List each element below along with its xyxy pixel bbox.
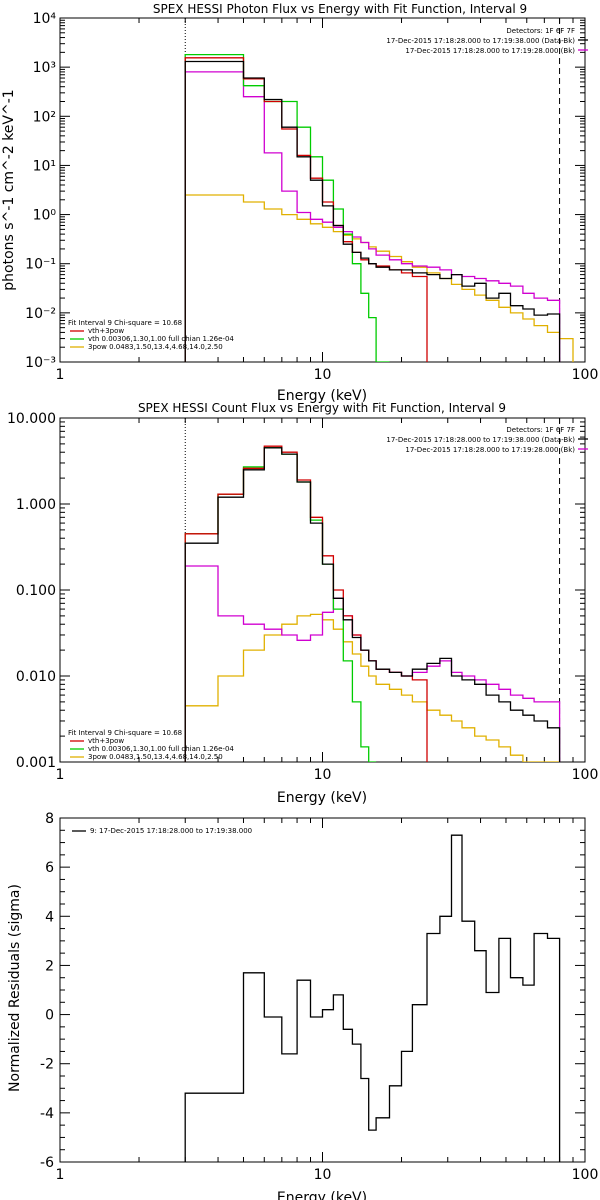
y-tick-label: 6 bbox=[45, 860, 54, 876]
legend-entry: 3pow 0.0483,1.50,13.4,4.68,14.0,2.50 bbox=[88, 753, 223, 761]
panel-photon-flux: SPEX HESSI Photon Flux vs Energy with Fi… bbox=[1, 2, 598, 404]
x-axis-label: Energy (keV) bbox=[277, 790, 367, 806]
series-bk-line bbox=[184, 71, 561, 362]
y-tick-label: -4 bbox=[40, 1106, 54, 1122]
x-axis-label: Energy (keV) bbox=[277, 1190, 367, 1200]
x-tick-label: 1 bbox=[56, 767, 65, 783]
y-tick-label: 10.000 bbox=[7, 411, 56, 427]
y-tick-label: 10² bbox=[33, 109, 56, 125]
series-layer bbox=[184, 18, 574, 362]
x-tick-label: 10 bbox=[314, 767, 332, 783]
legend-top-right: Detectors: 1F 6F 7F 17-Dec-2015 17:18:28… bbox=[386, 27, 588, 55]
legend-entry: vth+3pow bbox=[88, 327, 124, 335]
series-total-line bbox=[184, 447, 561, 762]
series-vth-line bbox=[184, 447, 377, 762]
legend-entry: Detectors: 1F 6F 7F bbox=[506, 426, 575, 434]
legend-entry: vth+3pow bbox=[88, 737, 124, 745]
plot-frame bbox=[59, 417, 586, 763]
y-tick-label: 10⁻² bbox=[25, 306, 56, 322]
chart-title: SPEX HESSI Count Flux vs Energy with Fit… bbox=[138, 401, 506, 415]
y-tick-label: 10⁰ bbox=[33, 208, 57, 224]
legend-entry: Detectors: 1F 6F 7F bbox=[506, 27, 575, 35]
panel-residuals: Energy (keV) Normalized Residuals (sigma… bbox=[7, 811, 598, 1200]
y-tick-label: 0.010 bbox=[16, 669, 56, 685]
series-vth-3pow-line bbox=[184, 445, 428, 762]
y-tick-label: 10⁴ bbox=[33, 11, 57, 27]
legend-entry: 17-Dec-2015 17:18:28.000 to 17:19:38.000… bbox=[386, 37, 575, 45]
y-tick-label: 10¹ bbox=[33, 158, 56, 174]
chart-title: SPEX HESSI Photon Flux vs Energy with Fi… bbox=[153, 2, 527, 16]
y-tick-label: 10³ bbox=[33, 60, 56, 76]
x-tick-label: 1 bbox=[56, 367, 65, 383]
y-tick-label: 10⁻¹ bbox=[25, 257, 56, 273]
series-pow-line bbox=[184, 613, 560, 762]
legend-entry: 9: 17-Dec-2015 17:18:28.000 to 17:19:38.… bbox=[90, 827, 252, 835]
series-pow-line bbox=[184, 194, 574, 362]
y-tick-label: 4 bbox=[45, 909, 54, 925]
y-tick-label: 0.100 bbox=[16, 583, 56, 599]
legend-bottom-left: Fit Interval 9 Chi-square = 10.68 vth+3p… bbox=[68, 729, 234, 761]
x-tick-label: 100 bbox=[572, 1167, 599, 1183]
y-tick-label: 0.001 bbox=[16, 755, 56, 771]
legend-top-right: Detectors: 1F 6F 7F 17-Dec-2015 17:18:28… bbox=[386, 426, 588, 454]
y-tick-label: 0 bbox=[45, 1008, 54, 1024]
x-axis-label: Energy (keV) bbox=[277, 388, 367, 404]
y-tick-label: 1.000 bbox=[16, 497, 56, 513]
y-tick-label: 8 bbox=[45, 811, 54, 827]
x-tick-label: 100 bbox=[572, 367, 599, 383]
y-axis-label: Normalized Residuals (sigma) bbox=[7, 884, 23, 1092]
series-vth-line bbox=[184, 53, 390, 362]
legend-top-left: 9: 17-Dec-2015 17:18:28.000 to 17:19:38.… bbox=[72, 827, 252, 835]
y-axis-label: photons s^-1 cm^-2 keV^-1 bbox=[1, 89, 17, 290]
legend-entry: 17-Dec-2015 17:18:28.000 to 17:19:28.000… bbox=[405, 47, 575, 55]
legend-entry: vth 0.00306,1.30,1.00 full chian 1.26e-0… bbox=[88, 745, 234, 753]
legend-bottom-left: Fit Interval 9 Chi-square = 10.68 vth+3p… bbox=[68, 319, 234, 351]
y-tick-label: -2 bbox=[40, 1057, 54, 1073]
plot-frame bbox=[59, 817, 586, 1163]
series-total-line bbox=[184, 60, 561, 362]
x-tick-label: 10 bbox=[314, 367, 332, 383]
series-total-line bbox=[184, 834, 561, 1162]
x-tick-label: 1 bbox=[56, 1167, 65, 1183]
legend-entry: 3pow 0.0483,1.50,13.4,4.68,14.0,2.50 bbox=[88, 343, 223, 351]
y-tick-label: -6 bbox=[40, 1155, 54, 1171]
legend-entry: 17-Dec-2015 17:18:28.000 to 17:19:38.000… bbox=[386, 436, 575, 444]
legend-entry: vth 0.00306,1.30,1.00 full chian 1.26e-0… bbox=[88, 335, 234, 343]
series-vth-3pow-line bbox=[184, 57, 428, 362]
legend-entry: Fit Interval 9 Chi-square = 10.68 bbox=[68, 729, 182, 737]
legend-entry: Fit Interval 9 Chi-square = 10.68 bbox=[68, 319, 182, 327]
series-layer bbox=[184, 834, 561, 1162]
y-tick-label: 2 bbox=[45, 958, 54, 974]
panel-count-flux: SPEX HESSI Count Flux vs Energy with Fit… bbox=[7, 401, 598, 806]
series-layer bbox=[184, 418, 561, 762]
y-tick-label: 10⁻³ bbox=[25, 355, 56, 371]
plot-frame bbox=[59, 17, 586, 363]
legend-entry: 17-Dec-2015 17:18:28.000 to 17:19:28.000… bbox=[405, 446, 575, 454]
x-tick-label: 10 bbox=[314, 1167, 332, 1183]
series-bk-line bbox=[184, 565, 561, 762]
x-tick-label: 100 bbox=[572, 767, 599, 783]
